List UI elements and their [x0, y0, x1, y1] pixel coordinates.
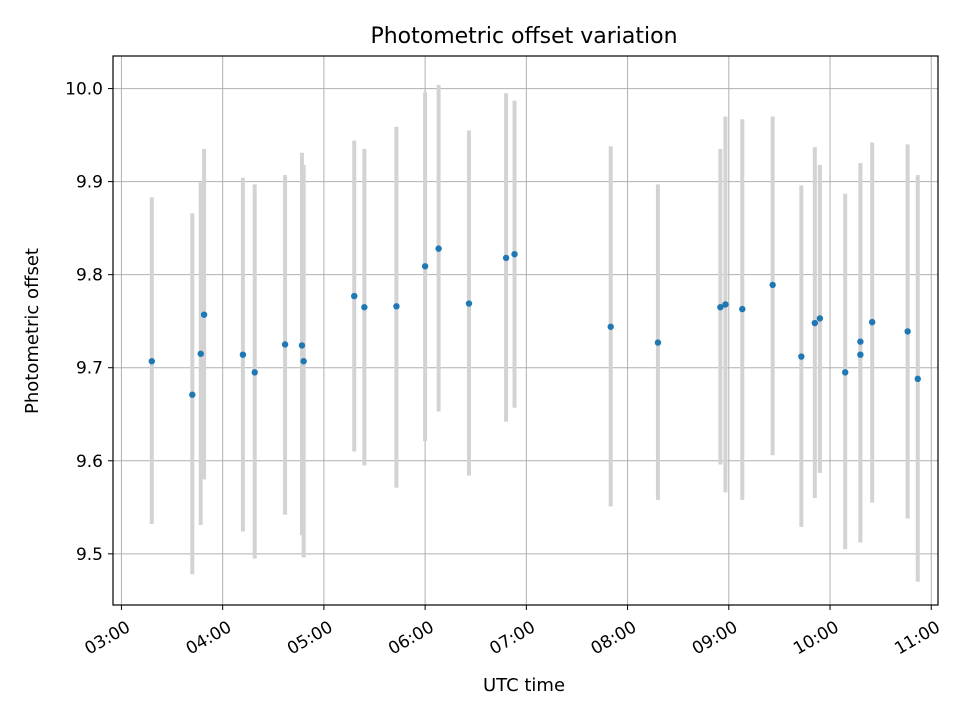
data-point — [298, 342, 306, 349]
data-point — [914, 375, 921, 383]
plot-frame — [112, 55, 939, 606]
data-point — [148, 358, 156, 365]
data-point — [607, 323, 614, 330]
data-point — [281, 341, 289, 348]
data-point — [361, 304, 368, 311]
y-tick-label: 9.9 — [76, 173, 103, 193]
data-point — [869, 318, 876, 326]
data-points — [148, 245, 921, 398]
data-point — [857, 338, 864, 345]
y-tick-label: 9.5 — [76, 545, 103, 565]
chart-title: Photometric offset variation — [370, 24, 677, 49]
data-point — [421, 263, 429, 270]
data-point — [654, 339, 662, 346]
data-point — [200, 311, 208, 318]
data-point — [857, 351, 864, 358]
data-point — [435, 245, 442, 252]
data-point — [502, 254, 510, 262]
data-point — [300, 358, 307, 365]
y-axis-label: Photometric offset — [22, 248, 43, 414]
y-tick-label: 10.0 — [65, 80, 103, 100]
data-point — [197, 350, 204, 357]
data-point — [351, 292, 358, 300]
data-point — [393, 303, 400, 310]
data-point — [842, 369, 849, 376]
data-point — [769, 281, 776, 289]
x-axis-label: UTC time — [483, 675, 565, 696]
data-point — [465, 300, 473, 307]
data-point — [816, 315, 824, 322]
data-point — [739, 305, 746, 313]
y-axis: 9.5 9.6 9.7 9.8 9.9 10.0 — [65, 80, 113, 565]
data-point — [511, 250, 518, 258]
y-tick-label: 9.6 — [76, 452, 103, 472]
data-point — [239, 351, 247, 358]
data-point — [811, 319, 819, 327]
data-point — [251, 369, 258, 376]
data-point — [798, 353, 805, 360]
data-point — [722, 301, 729, 308]
data-point — [717, 304, 724, 311]
y-tick-label: 9.8 — [76, 266, 103, 286]
y-tick-label: 9.7 — [76, 359, 103, 379]
data-point — [904, 328, 911, 335]
data-point — [189, 391, 196, 398]
